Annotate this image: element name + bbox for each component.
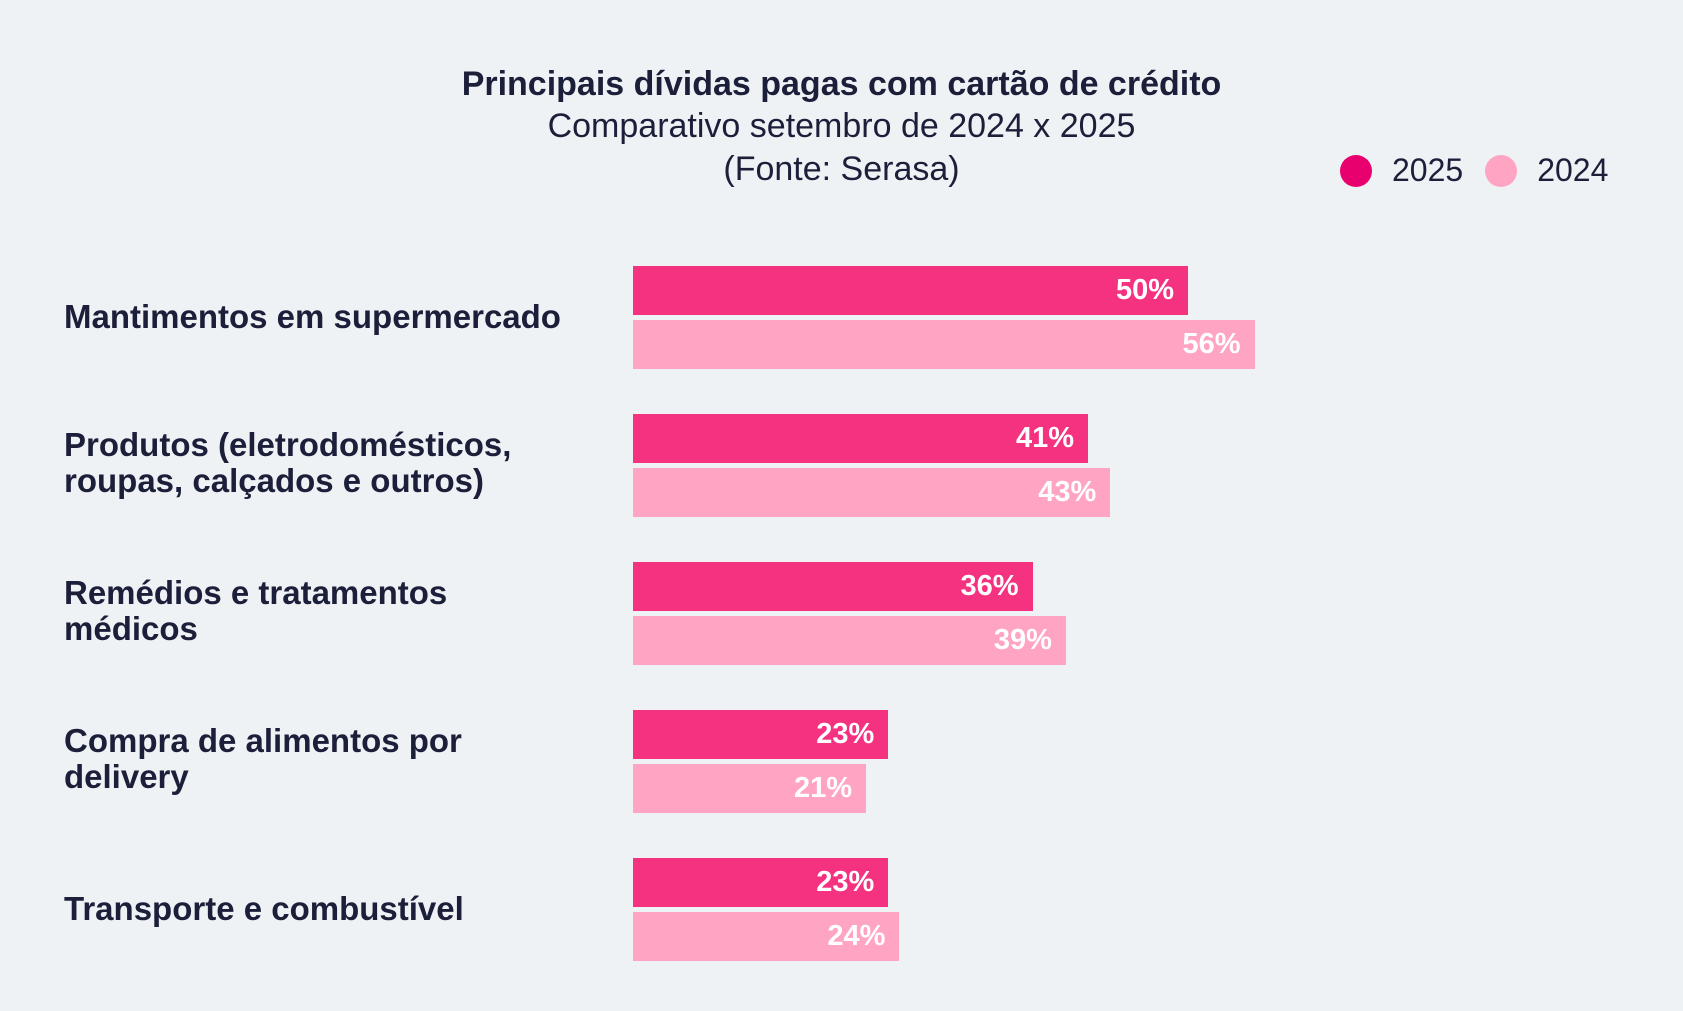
chart-subtitle: Comparativo setembro de 2024 x 2025 <box>547 107 1136 145</box>
legend-item-2024: 2024 <box>1485 152 1608 189</box>
bar-2025: 41% <box>633 414 1089 463</box>
category-label-line: roupas, calçados e outros) <box>64 462 484 499</box>
data-label: 50% <box>1115 274 1174 306</box>
data-label: 39% <box>993 624 1052 656</box>
data-label: 21% <box>794 772 853 804</box>
data-label: 24% <box>827 920 886 952</box>
data-label: 36% <box>960 570 1019 602</box>
bar-2024: 56% <box>633 320 1255 369</box>
legend-item-2025: 2025 <box>1340 152 1463 189</box>
bar-2025: 23% <box>633 710 889 759</box>
bar-2024: 21% <box>633 764 867 813</box>
category-label: Mantimentos em supermercado <box>64 299 561 335</box>
chart-source: (Fonte: Serasa) <box>723 150 960 188</box>
legend: 2025 2024 <box>1340 152 1630 189</box>
category-label-line: Remédios e tratamentos <box>64 574 448 611</box>
category-label: Compra de alimentos por delivery <box>64 723 462 795</box>
category-label-line: Compra de alimentos por <box>64 722 462 759</box>
category-label: Remédios e tratamentos médicos <box>64 575 447 647</box>
category-label-line: delivery <box>64 758 189 795</box>
data-label: 23% <box>816 718 875 750</box>
data-label: 23% <box>816 866 875 898</box>
category-label-line: Transporte e combustível <box>64 890 464 927</box>
bar-2024: 39% <box>633 616 1066 665</box>
bar-2025: 36% <box>633 562 1033 611</box>
data-label: 41% <box>1016 422 1075 454</box>
category-label-line: Produtos (eletrodomésticos, <box>64 426 512 463</box>
category-label: Produtos (eletrodomésticos, roupas, calça… <box>64 427 511 499</box>
category-label-line: Mantimentos em supermercado <box>64 298 561 335</box>
category-label-line: médicos <box>64 610 198 647</box>
data-label: 56% <box>1182 328 1241 360</box>
category-label: Transporte e combustível <box>64 891 464 927</box>
data-label: 43% <box>1038 476 1097 508</box>
legend-label-2025: 2025 <box>1392 152 1464 188</box>
legend-marker-2024 <box>1485 154 1518 187</box>
chart-title: Principais dívidas pagas com cartão de c… <box>461 65 1222 103</box>
bar-2025: 23% <box>633 858 889 907</box>
legend-label-2024: 2024 <box>1537 152 1609 188</box>
bar-2024: 43% <box>633 468 1111 517</box>
bar-2025: 50% <box>633 266 1188 315</box>
bar-2024: 24% <box>633 912 900 961</box>
legend-marker-2025 <box>1340 154 1372 187</box>
